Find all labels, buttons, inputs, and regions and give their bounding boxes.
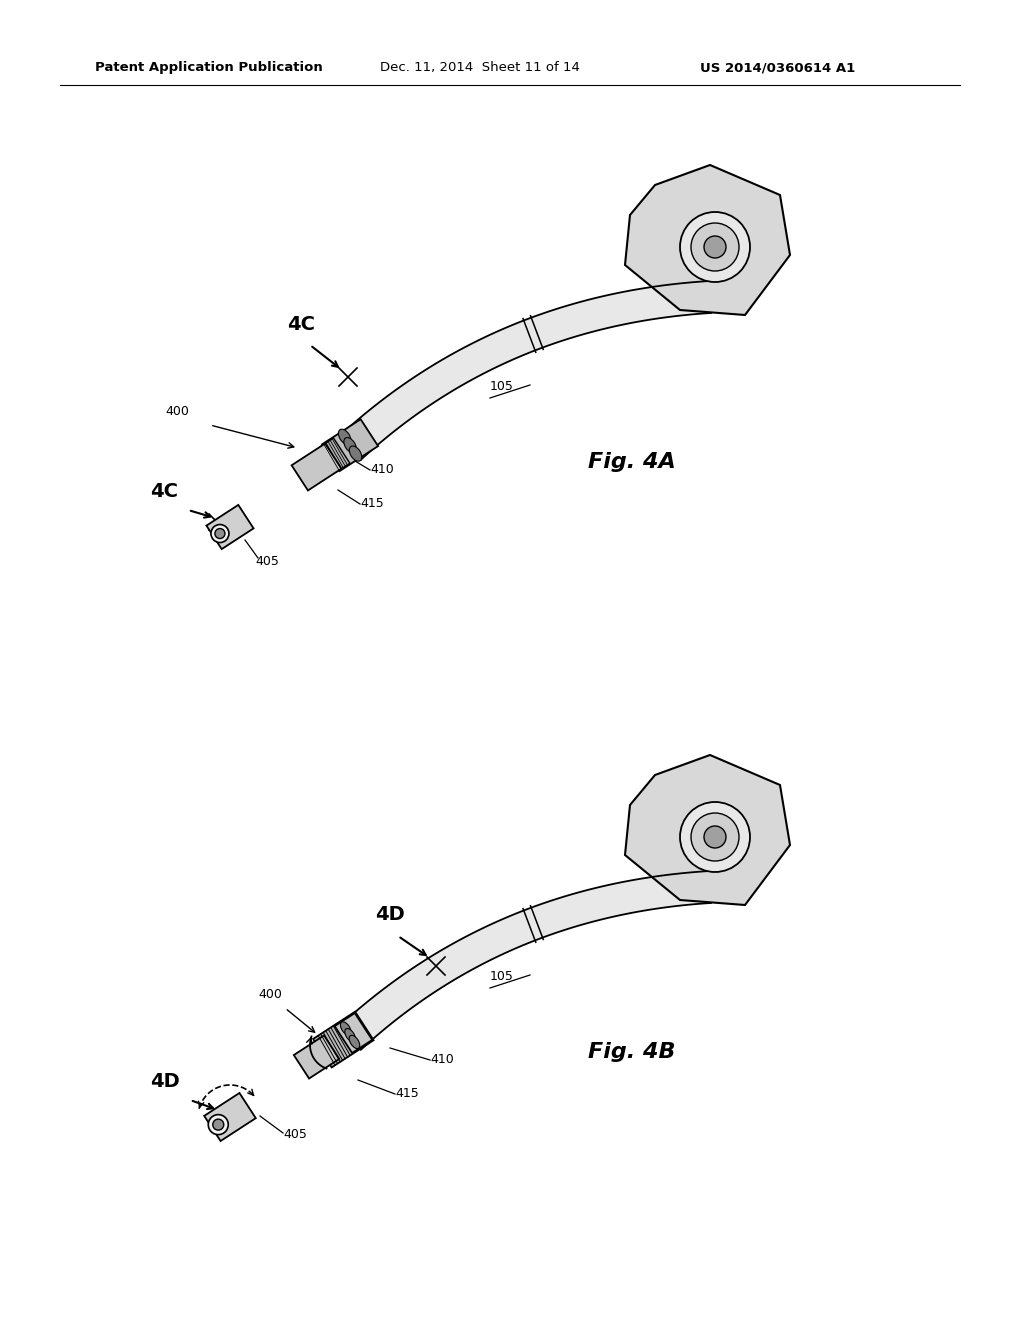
Ellipse shape xyxy=(211,524,229,543)
Text: 410: 410 xyxy=(370,463,394,477)
Text: 405: 405 xyxy=(255,554,279,568)
Polygon shape xyxy=(321,438,350,473)
Polygon shape xyxy=(625,755,790,906)
Text: 4C: 4C xyxy=(150,482,178,502)
Text: 4D: 4D xyxy=(150,1072,180,1092)
Ellipse shape xyxy=(680,213,750,282)
Text: 400: 400 xyxy=(258,987,282,1001)
Polygon shape xyxy=(204,1093,256,1140)
Ellipse shape xyxy=(705,236,726,257)
Ellipse shape xyxy=(338,429,351,445)
Text: 415: 415 xyxy=(395,1086,419,1100)
Ellipse shape xyxy=(349,446,361,461)
Polygon shape xyxy=(339,871,711,1049)
Text: Fig. 4B: Fig. 4B xyxy=(588,1041,676,1063)
Ellipse shape xyxy=(345,1028,355,1041)
Text: 400: 400 xyxy=(165,405,188,418)
Polygon shape xyxy=(292,444,341,491)
Ellipse shape xyxy=(691,223,739,271)
Ellipse shape xyxy=(213,1119,224,1130)
Polygon shape xyxy=(207,506,254,549)
Text: Patent Application Publication: Patent Application Publication xyxy=(95,62,323,74)
Text: 105: 105 xyxy=(490,380,514,393)
Polygon shape xyxy=(339,281,711,459)
Ellipse shape xyxy=(344,437,356,453)
Text: 105: 105 xyxy=(490,970,514,983)
Text: Dec. 11, 2014  Sheet 11 of 14: Dec. 11, 2014 Sheet 11 of 14 xyxy=(380,62,580,74)
Text: US 2014/0360614 A1: US 2014/0360614 A1 xyxy=(700,62,855,74)
Ellipse shape xyxy=(208,1114,228,1135)
Polygon shape xyxy=(313,1011,374,1068)
Ellipse shape xyxy=(215,528,225,539)
Polygon shape xyxy=(323,420,378,471)
Ellipse shape xyxy=(340,1022,351,1035)
Ellipse shape xyxy=(349,1035,359,1048)
Text: 405: 405 xyxy=(283,1129,307,1140)
Text: 410: 410 xyxy=(430,1053,454,1067)
Polygon shape xyxy=(335,1012,373,1053)
Text: Fig. 4A: Fig. 4A xyxy=(588,451,676,473)
Polygon shape xyxy=(294,1035,339,1078)
Ellipse shape xyxy=(680,803,750,873)
Text: 4C: 4C xyxy=(287,315,315,334)
Ellipse shape xyxy=(705,826,726,847)
Polygon shape xyxy=(625,165,790,315)
Ellipse shape xyxy=(691,813,739,861)
Text: 4D: 4D xyxy=(375,906,404,924)
Text: 415: 415 xyxy=(360,498,384,510)
